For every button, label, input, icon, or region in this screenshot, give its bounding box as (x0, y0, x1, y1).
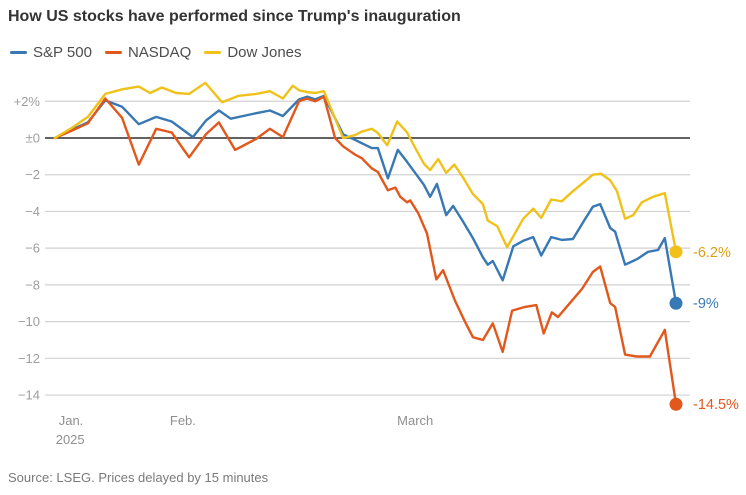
legend-label-sp500: S&P 500 (33, 44, 92, 61)
y-tick-label: +2% (14, 94, 41, 109)
legend-item-sp500: S&P 500 (10, 44, 92, 61)
line-chart: +2% ±0 −2 −4 −6 −8 −10 −12 −14 Jan. 2025 Feb. March -… (14, 81, 739, 447)
y-tick-label: −14 (18, 388, 40, 403)
y-tick-label: −12 (18, 351, 40, 366)
chart-title: How US stocks have performed since Trump… (8, 8, 461, 25)
y-tick-label: −4 (25, 204, 40, 219)
series-line-dowjones (53, 81, 678, 254)
legend-label-dowjones: Dow Jones (227, 44, 302, 61)
end-label-nasdaq: -14.5% (693, 397, 739, 413)
end-label-dowjones: -6.2% (693, 245, 731, 261)
y-tick-label: −6 (25, 241, 40, 256)
legend-swatch-sp500-icon (10, 51, 27, 54)
y-tick-label: −2 (25, 167, 40, 182)
series-line-nasdaq (53, 95, 678, 406)
legend-item-nasdaq: NASDAQ (104, 44, 192, 61)
y-tick-label: ±0 (26, 131, 40, 146)
x-tick-label: Feb. (170, 413, 196, 428)
legend-label-nasdaq: NASDAQ (127, 44, 192, 61)
end-dot-sp500 (669, 296, 683, 310)
chart-canvas: +2% ±0 −2 −4 −6 −8 −10 −12 −14 Jan. 2025 Feb. March -… (14, 81, 739, 447)
legend-swatch-dowjones-icon (204, 51, 222, 54)
end-label-sp500: -9% (693, 296, 719, 312)
legend: S&P 500 NASDAQ Dow Jones (10, 44, 302, 61)
source-note: Source: LSEG. Prices delayed by 15 minut… (8, 470, 269, 485)
end-dot-dowjones (669, 245, 683, 259)
end-dot-nasdaq (669, 397, 683, 411)
x-tick-sublabel: 2025 (56, 432, 85, 447)
y-tick-label: −8 (25, 277, 40, 292)
x-tick-label: Jan. (59, 413, 84, 428)
legend-item-dowjones: Dow Jones (204, 44, 302, 61)
legend-swatch-nasdaq-icon (104, 51, 122, 54)
x-tick-label: March (397, 413, 433, 428)
series-line-sp500 (53, 94, 678, 305)
y-tick-label: −10 (18, 314, 40, 329)
